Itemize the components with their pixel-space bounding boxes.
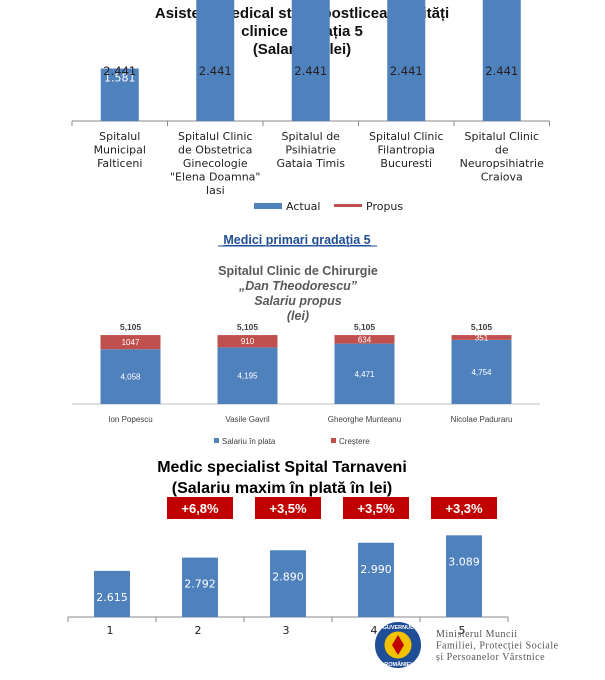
chart3-bar-label: 2.990 — [360, 563, 392, 576]
chart1-category-label: Municipal — [94, 144, 146, 157]
chart1-category-label: Spitalul — [99, 130, 140, 143]
chart3-bar — [270, 550, 306, 617]
chart2-title-line: „Dan Theodorescu” — [238, 279, 358, 293]
chart1-propus-label: 2.441 — [390, 64, 423, 78]
chart2-crestere-label: 634 — [358, 335, 372, 344]
chart2-bar-crestere — [451, 335, 512, 340]
chart2-total-label: 5,105 — [120, 322, 142, 332]
chart2-bar-salariu — [217, 347, 278, 404]
chart2-salariu-label: 4,195 — [237, 372, 258, 381]
chart2-legend-crestere-swatch — [331, 438, 336, 443]
chart1-legend-actual: Actual — [286, 200, 320, 213]
chart3-bar-label: 3.089 — [448, 555, 480, 568]
chart1-bar-actual — [482, 0, 521, 122]
chart2-total-label: 5,105 — [471, 322, 493, 332]
chart1-category-label: Bucuresti — [380, 157, 432, 170]
chart1-category-label: Neuropsihiatrie — [460, 157, 544, 170]
chart1-category-label: Ginecologie — [183, 157, 248, 170]
chart2-bar-salariu — [100, 349, 161, 404]
chart1-category-label: Craiova — [481, 171, 523, 184]
chart3-title-line2: (Salariu maxim în plată în lei) — [172, 480, 393, 497]
chart2-salariu-label: 4,471 — [354, 370, 375, 379]
chart2-total-label: 5,105 — [354, 322, 376, 332]
chart3-increase-badge — [255, 497, 321, 519]
chart1-category-label: "Elena Doamna" — [170, 171, 260, 184]
chart3-increase-label: +3,5% — [357, 501, 395, 516]
chart3-category-label: 3 — [283, 624, 290, 637]
chart2-bar-salariu — [334, 343, 395, 404]
chart3-increase-label: +6,8% — [181, 501, 219, 516]
chart3-category-label: 2 — [195, 624, 202, 637]
chart1-legend-actual-swatch — [254, 203, 282, 209]
chart3-bar — [182, 557, 218, 617]
chart1-bar-actual — [387, 0, 426, 121]
chart2-total-label: 5,105 — [237, 322, 259, 332]
chart2-title-line: Salariu propus — [254, 294, 342, 308]
government-emblem-logo: GUVERNUL ROMÂNIEI — [373, 620, 423, 670]
chart1-category-label: Psihiatrie — [285, 144, 336, 157]
chart2-category-label: Nicolae Paduraru — [451, 415, 513, 424]
chart2-crestere-label: 351 — [475, 333, 489, 342]
section-heading-medici: Medici primari gradația 5 — [223, 233, 370, 247]
chart1-category-label: de Obstetrica — [178, 144, 252, 157]
chart2-legend-salariu: Salariu în plata — [222, 437, 276, 446]
emblem-text-top: GUVERNUL — [383, 625, 415, 631]
chart2-bar-crestere — [334, 335, 395, 344]
chart2-crestere-label: 1047 — [122, 338, 140, 347]
chart2-category-label: Ion Popescu — [108, 415, 152, 424]
chart1-category-label: Spitalul Clinic — [369, 130, 444, 143]
chart1-bar-actual — [196, 0, 235, 121]
ministry-name-line: Familiei, Protecției Sociale — [436, 641, 559, 652]
chart3-bar — [446, 535, 482, 617]
chart3-increase-label: +3,3% — [445, 501, 483, 516]
chart3-bar-label: 2.615 — [96, 591, 128, 604]
chart3-category-label: 1 — [107, 624, 114, 637]
chart1-category-label: de — [495, 144, 509, 157]
chart1-category-label: Falticeni — [97, 157, 142, 170]
chart3-increase-label: +3,5% — [269, 501, 307, 516]
chart3-bar-label: 2.792 — [184, 578, 216, 591]
chart2-legend-salariu-swatch — [214, 438, 219, 443]
chart3-increase-badge — [343, 497, 409, 519]
emblem-text-bottom: ROMÂNIEI — [384, 661, 412, 668]
chart2-title-line: (lei) — [287, 309, 309, 323]
ministry-name-line: și Persoanelor Vârstnice — [436, 652, 545, 663]
chart1-category-label: Spitalul Clinic — [464, 130, 539, 143]
chart1-propus-label: 2.441 — [103, 64, 136, 78]
chart2-salariu-label: 4,754 — [471, 368, 492, 377]
chart2-category-label: Vasile Gavril — [225, 415, 270, 424]
chart1-propus-label: 2.441 — [485, 64, 518, 78]
chart2-bar-salariu — [451, 339, 512, 404]
chart3-bar-label: 2.890 — [272, 570, 304, 583]
chart2-title-line: Spitalul Clinic de Chirurgie — [218, 264, 378, 278]
chart1-category-label: Gataia Timis — [276, 157, 345, 170]
ministry-name-line: Ministerul Muncii — [436, 629, 518, 640]
chart1-category-label: Spitalul de — [282, 130, 341, 143]
chart3-category-label: 5 — [459, 624, 466, 637]
chart2-legend-crestere: Creștere — [339, 437, 370, 446]
chart2-bar-crestere — [217, 335, 278, 348]
chart1-legend-propus: Propus — [366, 200, 403, 213]
chart2-salariu-label: 4,058 — [120, 373, 141, 382]
chart1-category-label: Iasi — [206, 184, 225, 197]
chart3-bar — [94, 570, 130, 617]
chart1-bar-actual — [100, 68, 139, 121]
chart3-category-label: 4 — [371, 624, 378, 637]
chart1-legend-propus-swatch — [334, 204, 362, 207]
chart1-propus-label: 2.441 — [294, 64, 327, 78]
chart3-increase-badge — [167, 497, 233, 519]
chart1-category-label: Filantropia — [378, 144, 435, 157]
chart3-title-line1: Medic specialist Spital Tarnaveni — [157, 459, 407, 476]
chart1-category-label: Spitalul Clinic — [178, 130, 253, 143]
chart2-category-label: Gheorghe Munteanu — [328, 415, 401, 424]
chart1-bar-actual — [291, 0, 330, 121]
chart2-crestere-label: 910 — [241, 337, 255, 346]
chart1-bar-label: 1.581 — [104, 72, 136, 85]
chart1-propus-label: 2.441 — [199, 64, 232, 78]
chart3-increase-badge — [431, 497, 497, 519]
chart2-bar-crestere — [100, 335, 161, 350]
chart3-bar — [358, 542, 394, 617]
